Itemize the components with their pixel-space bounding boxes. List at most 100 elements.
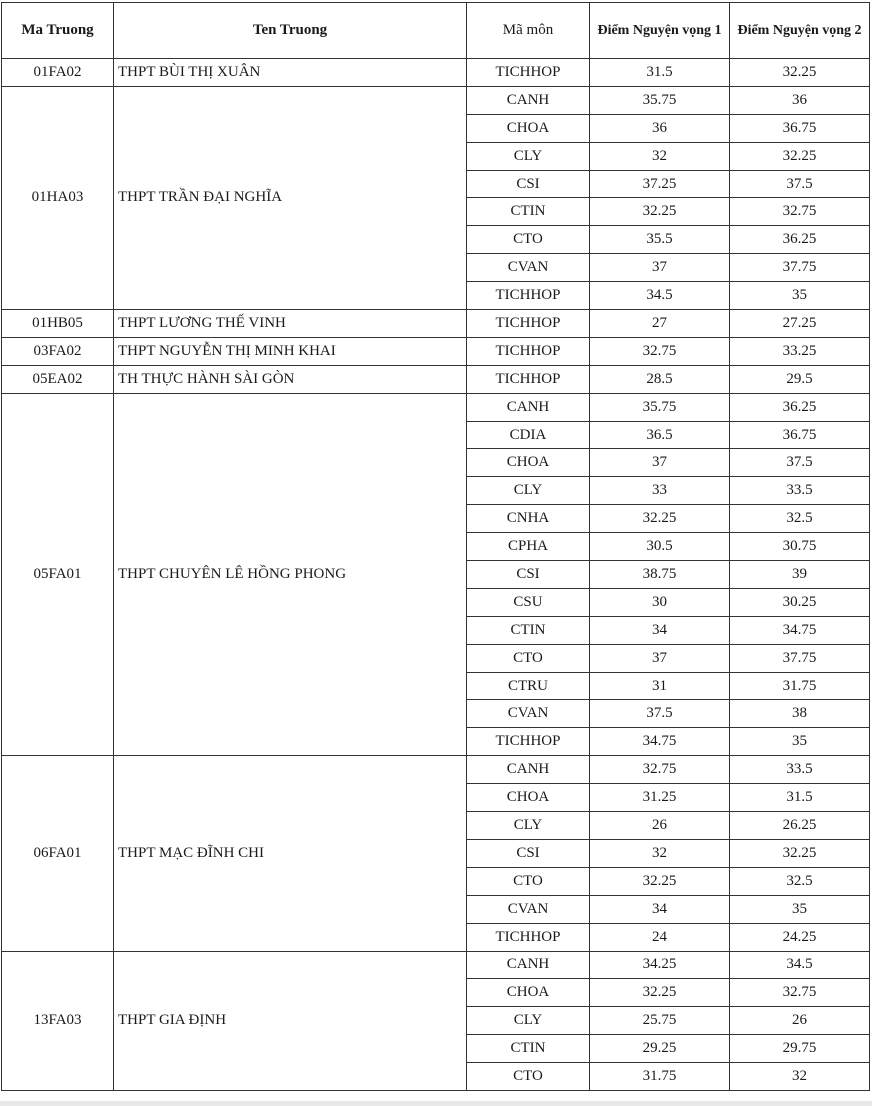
nv2-score-cell: 32.5 [729, 504, 870, 534]
nv2-score-cell: 38 [729, 699, 870, 729]
subject-code-cell: CSI [466, 560, 590, 589]
nv2-score-cell: 36.25 [729, 392, 870, 422]
subject-code-cell: CANH [466, 85, 590, 115]
subject-code-cell: CNHA [466, 504, 590, 534]
nv2-score-cell: 33.5 [729, 476, 870, 506]
table-row: CTO 31.75 32 [2, 1062, 870, 1091]
school-code-cell: 01HB05 [1, 309, 114, 338]
nv2-score-cell: 36.75 [729, 113, 870, 143]
subject-code-cell: CHOA [466, 978, 590, 1008]
nv2-score-cell: 26.25 [729, 811, 870, 840]
nv1-score-cell: 37.5 [589, 699, 730, 729]
header-nv1: Điểm Nguyện vọng 1 [589, 2, 730, 59]
subject-code-cell: CLY [466, 1006, 590, 1036]
subject-code-cell: CLY [466, 476, 590, 506]
subject-code-cell: TICHHOP [466, 727, 590, 757]
table-row: CDIA 36.5 36.75 [2, 420, 870, 450]
school-name-cell: THPT MẠC ĐĨNH CHI [113, 755, 467, 952]
subject-code-cell: CANH [466, 392, 590, 422]
nv1-score-cell: 31 [589, 671, 730, 701]
subject-code-cell: CTIN [466, 197, 590, 227]
subject-code-cell: CVAN [466, 894, 590, 924]
subject-code-cell: CSU [466, 587, 590, 617]
nv1-score-cell: 28.5 [589, 364, 730, 394]
subject-code-cell: CANH [466, 950, 590, 980]
school-code-cell: 06FA01 [1, 755, 114, 952]
table-row: CTO 35.5 36.25 [2, 225, 870, 255]
nv1-score-cell: 35.5 [589, 225, 730, 255]
nv2-score-cell: 32.25 [729, 838, 870, 868]
nv1-score-cell: 34.25 [589, 950, 730, 980]
nv2-score-cell: 32 [729, 1062, 870, 1091]
school-name-cell: THPT TRẦN ĐẠI NGHĨA [113, 85, 467, 311]
subject-code-cell: CTO [466, 866, 590, 896]
nv1-score-cell: 24 [589, 922, 730, 952]
school-name-cell: TH THỰC HÀNH SÀI GÒN [113, 364, 467, 394]
nv1-score-cell: 32.75 [589, 755, 730, 785]
nv1-score-cell: 27 [589, 309, 730, 338]
nv2-score-cell: 31.75 [729, 671, 870, 701]
school-name-cell: THPT LƯƠNG THẾ VINH [113, 309, 467, 338]
subject-code-cell: TICHHOP [466, 309, 590, 338]
nv1-score-cell: 30.5 [589, 532, 730, 562]
nv2-score-cell: 36 [729, 85, 870, 115]
nv2-score-cell: 32.25 [729, 58, 870, 87]
subject-code-cell: CHOA [466, 783, 590, 813]
nv2-score-cell: 34.5 [729, 950, 870, 980]
subject-code-cell: TICHHOP [466, 922, 590, 952]
nv1-score-cell: 32.75 [589, 336, 730, 366]
subject-code-cell: CTO [466, 643, 590, 673]
school-name-cell: THPT GIA ĐỊNH [113, 950, 467, 1091]
table-row: 03FA02 THPT NGUYỄN THỊ MINH KHAI TICHHOP 32… [1, 336, 870, 366]
subject-code-cell: CTIN [466, 615, 590, 645]
school-code-cell: 01FA02 [1, 58, 114, 87]
table-row: CLY 33 33.5 [2, 476, 870, 506]
nv1-score-cell: 37 [589, 643, 730, 673]
table-row: 01HA03 THPT TRẦN ĐẠI NGHĨA CANH 35.75 36 [1, 85, 870, 311]
nv1-score-cell: 34 [589, 615, 730, 645]
subject-code-cell: TICHHOP [466, 364, 590, 394]
table-row: TICHHOP 34.5 35 [2, 281, 870, 311]
nv1-score-cell: 32.25 [589, 866, 730, 896]
nv2-score-cell: 31.5 [729, 783, 870, 813]
nv1-score-cell: 36.5 [589, 420, 730, 450]
table-row: CVAN 37.5 38 [2, 699, 870, 729]
nv2-score-cell: 33.25 [729, 336, 870, 366]
nv2-score-cell: 26 [729, 1006, 870, 1036]
subject-code-cell: CSI [466, 169, 590, 199]
school-code-cell: 03FA02 [1, 336, 114, 366]
nv2-score-cell: 30.75 [729, 532, 870, 562]
nv1-score-cell: 36 [589, 113, 730, 143]
nv1-score-cell: 34 [589, 894, 730, 924]
table-row: TICHHOP 34.75 35 [2, 727, 870, 757]
table-row: CLY 25.75 26 [2, 1006, 870, 1036]
nv2-score-cell: 24.25 [729, 922, 870, 952]
subject-code-cell: TICHHOP [466, 58, 590, 87]
nv1-score-cell: 32.25 [589, 978, 730, 1008]
subject-code-cell: CVAN [466, 253, 590, 283]
school-code-cell: 05EA02 [1, 364, 114, 394]
nv2-score-cell: 34.75 [729, 615, 870, 645]
header-row: Ma Truong Ten Truong Mã môn Điểm Nguyện … [1, 2, 870, 59]
school-name-cell: THPT BÙI THỊ XUÂN [113, 58, 467, 87]
nv1-score-cell: 37 [589, 253, 730, 283]
subject-code-cell: CHOA [466, 113, 590, 143]
nv1-score-cell: 34.5 [589, 281, 730, 311]
table-row: CHOA 37 37.5 [2, 448, 870, 478]
nv2-score-cell: 39 [729, 560, 870, 589]
school-code-cell: 01HA03 [1, 85, 114, 311]
nv2-score-cell: 37.75 [729, 643, 870, 673]
subject-code-cell: CTO [466, 1062, 590, 1091]
subject-code-cell: CVAN [466, 699, 590, 729]
subject-code-cell: CLY [466, 141, 590, 171]
table-row: CSI 32 32.25 [2, 838, 870, 868]
nv1-score-cell: 34.75 [589, 727, 730, 757]
subject-code-cell: CPHA [466, 532, 590, 562]
table-row: 05FA01 THPT CHUYÊN LÊ HỒNG PHONG CANH 35.75… [1, 392, 870, 757]
nv1-score-cell: 29.25 [589, 1034, 730, 1064]
nv1-score-cell: 33 [589, 476, 730, 506]
table-row: CVAN 37 37.75 [2, 253, 870, 283]
nv2-score-cell: 29.5 [729, 364, 870, 394]
subject-code-cell: CLY [466, 811, 590, 840]
